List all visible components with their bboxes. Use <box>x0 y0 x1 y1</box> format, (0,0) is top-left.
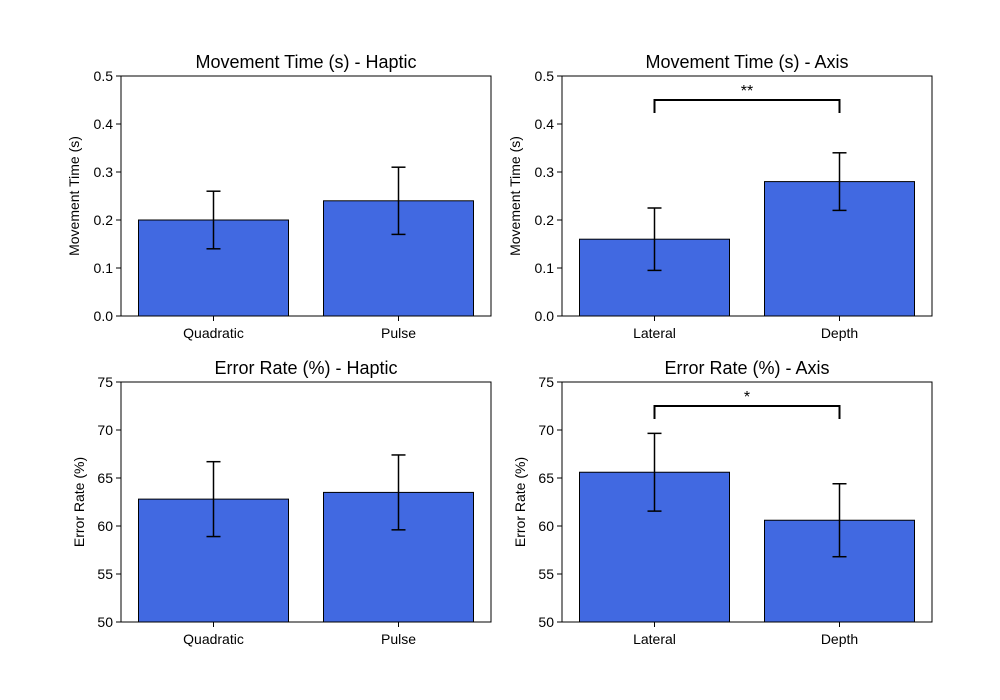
y-tick-label: 0.2 <box>535 212 555 228</box>
y-tick-label: 70 <box>97 422 113 438</box>
panel-movement-time-axis: Movement Time (s) - Axis Movement Time (… <box>507 52 933 341</box>
y-tick-label: 65 <box>97 470 113 486</box>
y-tick-label: 0.2 <box>94 212 114 228</box>
y-tick-label: 0.1 <box>535 260 555 276</box>
significance-bracket <box>653 405 841 419</box>
y-tick-label: 0.3 <box>94 164 114 180</box>
x-tick-label: Pulse <box>381 631 416 647</box>
axes-frame <box>120 381 492 623</box>
panel-title: Error Rate (%) - Haptic <box>214 358 397 378</box>
y-tick-label: 50 <box>97 614 113 630</box>
x-tick-label: Depth <box>821 631 858 647</box>
y-tick-label: 0.3 <box>535 164 555 180</box>
panel-title: Error Rate (%) - Axis <box>664 358 829 378</box>
y-tick-label: 65 <box>538 470 554 486</box>
y-tick-label: 60 <box>97 518 113 534</box>
x-tick-label: Quadratic <box>183 631 244 647</box>
y-tick-label: 55 <box>538 566 554 582</box>
x-tick-label: Pulse <box>381 325 416 341</box>
panel-error-rate-axis: Error Rate (%) - Axis Error Rate (%) 50 5… <box>512 358 933 647</box>
panel-title: Movement Time (s) - Haptic <box>195 52 416 72</box>
y-axis-label: Movement Time (s) <box>66 136 82 256</box>
x-tick-label: Lateral <box>633 325 676 341</box>
axes-frame <box>120 75 492 317</box>
y-tick-label: 70 <box>538 422 554 438</box>
x-tick-label: Quadratic <box>183 325 244 341</box>
significance-bracket <box>653 99 841 113</box>
y-tick-label: 0.0 <box>535 308 555 324</box>
significance-label: * <box>744 389 750 406</box>
x-tick-label: Lateral <box>633 631 676 647</box>
y-tick-label: 0.4 <box>535 116 555 132</box>
y-tick-label: 0.5 <box>535 68 555 84</box>
y-axis-label: Error Rate (%) <box>71 457 87 547</box>
significance-label: ** <box>741 83 753 100</box>
y-tick-label: 0.5 <box>94 68 114 84</box>
y-tick-label: 60 <box>538 518 554 534</box>
y-tick-label: 0.0 <box>94 308 114 324</box>
y-tick-label: 50 <box>538 614 554 630</box>
panel-error-rate-haptic: Error Rate (%) - Haptic Error Rate (%) 5… <box>71 358 492 647</box>
y-tick-label: 0.1 <box>94 260 114 276</box>
y-tick-label: 0.4 <box>94 116 114 132</box>
axes-frame <box>561 381 933 623</box>
panel-movement-time-haptic: Movement Time (s) - Haptic Movement Time… <box>66 52 492 341</box>
y-tick-label: 55 <box>97 566 113 582</box>
y-tick-label: 75 <box>97 374 113 390</box>
y-axis-label: Movement Time (s) <box>507 136 523 256</box>
y-axis-label: Error Rate (%) <box>512 457 528 547</box>
axes-frame <box>561 75 933 317</box>
x-tick-label: Depth <box>821 325 858 341</box>
panel-title: Movement Time (s) - Axis <box>645 52 848 72</box>
y-tick-label: 75 <box>538 374 554 390</box>
